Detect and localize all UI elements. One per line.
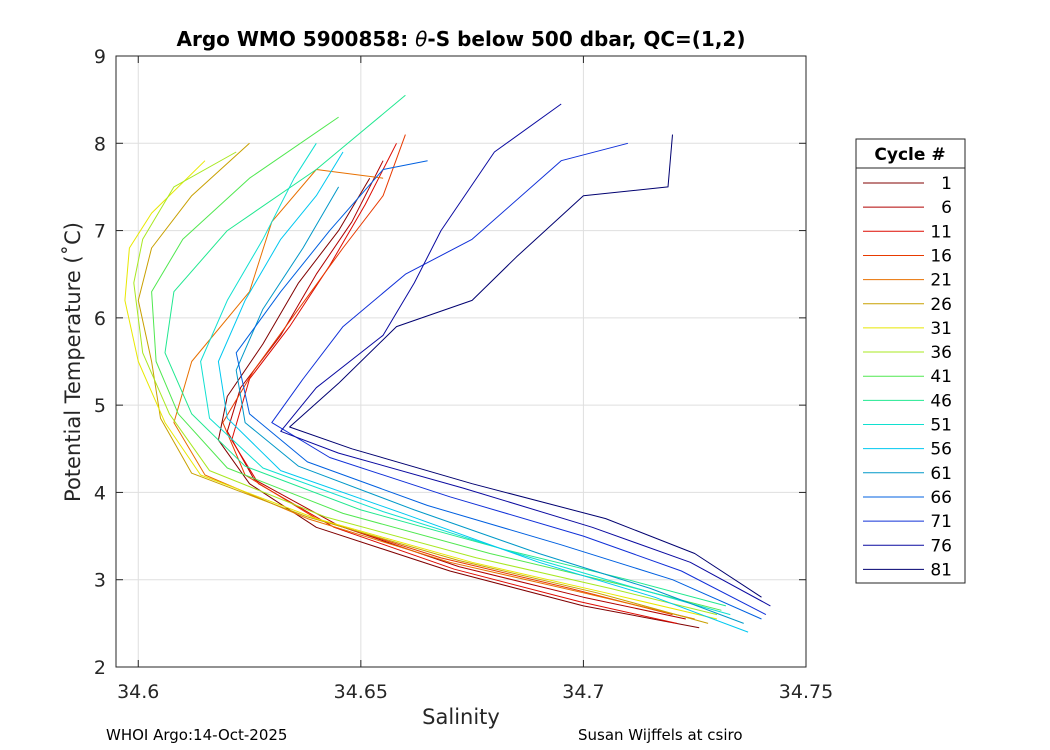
x-tick-label: 34.65 bbox=[334, 681, 388, 703]
legend-label-cycle-21: 21 bbox=[930, 271, 952, 291]
series-line-cycle-71 bbox=[271, 142, 767, 616]
y-tick-label: 7 bbox=[94, 221, 106, 243]
y-tick-label: 2 bbox=[94, 657, 106, 679]
series-line-cycle-6 bbox=[226, 160, 686, 620]
y-tick-label: 3 bbox=[94, 570, 106, 592]
legend-label-cycle-71: 71 bbox=[930, 512, 952, 532]
legend-label-cycle-41: 41 bbox=[930, 367, 952, 387]
legend-label-cycle-36: 36 bbox=[930, 343, 952, 363]
legend-label-cycle-56: 56 bbox=[930, 440, 952, 460]
legend-label-cycle-26: 26 bbox=[930, 295, 952, 315]
series-line-cycle-51 bbox=[200, 143, 731, 616]
legend-label-cycle-31: 31 bbox=[930, 319, 952, 339]
legend-box bbox=[855, 138, 966, 584]
series-line-cycle-81 bbox=[289, 134, 762, 598]
series-line-cycle-61 bbox=[235, 186, 744, 624]
series-lines bbox=[124, 94, 771, 633]
grid-lines bbox=[116, 55, 807, 668]
legend-label-cycle-61: 61 bbox=[930, 464, 952, 484]
y-axis-label: Potential Temperature (˚C) bbox=[61, 222, 85, 502]
legend-label-cycle-16: 16 bbox=[930, 246, 952, 266]
chart-title: Argo WMO 5900858: θ-S below 500 dbar, QC… bbox=[177, 27, 746, 51]
series-line-cycle-21 bbox=[173, 169, 695, 620]
series-line-cycle-31 bbox=[124, 160, 718, 620]
x-tick-label: 34.7 bbox=[562, 681, 604, 703]
y-tick-label: 9 bbox=[94, 46, 106, 68]
series-line-cycle-56 bbox=[217, 151, 749, 633]
legend-label-cycle-51: 51 bbox=[930, 416, 952, 436]
x-axis-label: Salinity bbox=[422, 705, 500, 729]
axis-ticks: 34.6 34.65 34.7 34.75 2 3 4 5 6 7 8 9 bbox=[94, 46, 833, 703]
legend-title: Cycle # bbox=[874, 145, 945, 165]
series-line-cycle-76 bbox=[280, 103, 771, 607]
series-line-cycle-41 bbox=[151, 116, 722, 611]
footer-credit-left: WHOI Argo:14-Oct-2025 bbox=[106, 726, 288, 744]
axes-frame bbox=[115, 55, 807, 668]
legend-label-cycle-11: 11 bbox=[930, 222, 952, 242]
legend-label-cycle-46: 46 bbox=[930, 391, 952, 411]
legend-label-cycle-1: 1 bbox=[941, 174, 952, 194]
x-tick-label: 34.75 bbox=[779, 681, 833, 703]
legend-label-cycle-6: 6 bbox=[941, 198, 952, 218]
series-line-cycle-16 bbox=[222, 134, 673, 616]
footer-credit-right: Susan Wijffels at csiro bbox=[578, 726, 743, 744]
y-tick-label: 6 bbox=[94, 308, 106, 330]
series-line-cycle-26 bbox=[137, 142, 709, 624]
x-tick-label: 34.6 bbox=[117, 681, 159, 703]
legend-label-cycle-81: 81 bbox=[930, 560, 952, 580]
legend-label-cycle-76: 76 bbox=[930, 536, 952, 556]
series-line-cycle-66 bbox=[235, 160, 762, 620]
y-tick-label: 5 bbox=[94, 395, 106, 417]
y-tick-label: 4 bbox=[94, 482, 106, 504]
series-line-cycle-46 bbox=[164, 94, 727, 607]
y-tick-label: 8 bbox=[94, 133, 106, 155]
series-line-cycle-11 bbox=[231, 143, 678, 624]
legend-label-cycle-66: 66 bbox=[930, 488, 952, 508]
series-line-cycle-36 bbox=[133, 151, 718, 616]
